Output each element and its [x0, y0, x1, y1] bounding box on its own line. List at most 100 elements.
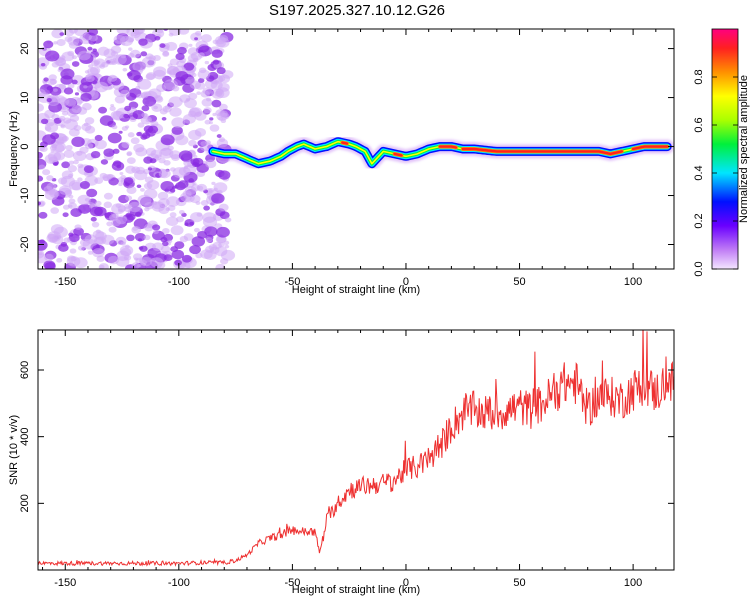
noise-blob: [195, 201, 201, 205]
noise-blob: [158, 157, 166, 164]
noise-blob: [115, 215, 128, 225]
noise-blob: [77, 177, 83, 182]
noise-blob: [58, 243, 69, 252]
noise-blob: [38, 151, 43, 159]
noise-blob: [224, 244, 230, 249]
noise-blob: [130, 137, 140, 145]
noise-blob: [121, 126, 129, 131]
noise-blob: [136, 131, 142, 137]
noise-blob: [71, 55, 78, 60]
noise-blob: [126, 72, 133, 77]
noise-blob: [108, 177, 119, 186]
colorbar-tick-label: 0.4: [693, 165, 705, 180]
noise-blob: [140, 188, 145, 192]
noise-blob: [211, 181, 216, 186]
noise-blob: [218, 242, 225, 248]
noise-blob: [183, 113, 196, 124]
noise-blob: [216, 226, 230, 238]
noise-blob: [116, 29, 130, 35]
colorbar: 0.0 0.2 0.4 0.6 0.8 Normalized spectral ampl…: [693, 28, 750, 277]
noise-blob: [197, 78, 205, 83]
noise-blob: [150, 120, 159, 128]
noise-blob: [121, 42, 126, 46]
spectrogram-ytick-label: -20: [19, 237, 31, 253]
noise-blob: [125, 195, 133, 201]
noise-blob: [160, 134, 175, 146]
noise-blob: [215, 263, 226, 269]
noise-blob: [197, 231, 207, 239]
noise-blob: [137, 78, 152, 90]
noise-blob: [200, 90, 210, 98]
noise-blob: [126, 186, 137, 194]
noise-blob: [145, 147, 157, 156]
noise-blob: [181, 254, 192, 263]
noise-blob: [125, 165, 136, 174]
noise-blob: [84, 70, 90, 74]
snr-xtick-label: -100: [168, 577, 190, 589]
noise-blob: [126, 234, 135, 242]
snr-xtick-label: 50: [513, 577, 525, 589]
noise-blob: [57, 68, 63, 73]
noise-blob: [94, 177, 104, 185]
noise-blob: [88, 64, 94, 69]
noise-blob: [220, 249, 236, 261]
noise-blob: [89, 206, 103, 217]
noise-blob: [137, 194, 152, 206]
noise-blob: [66, 256, 81, 267]
spectrogram-xtick-label: -50: [284, 276, 300, 288]
noise-blob: [119, 89, 131, 98]
noise-blob: [124, 105, 132, 112]
noise-blob: [44, 189, 59, 201]
noise-blob: [51, 29, 64, 39]
noise-blob: [179, 235, 189, 243]
noise-blob: [63, 237, 71, 243]
noise-blob: [196, 91, 202, 96]
spectrogram-ytick-label: 0: [19, 143, 31, 149]
noise-blob: [213, 182, 228, 193]
snr-ytick-label: 200: [19, 494, 31, 512]
noise-blob: [168, 32, 174, 37]
noise-blob: [77, 194, 91, 206]
noise-blob: [71, 61, 80, 67]
noise-blob: [208, 187, 215, 193]
noise-blob: [59, 55, 66, 60]
noise-blob: [171, 126, 183, 135]
noise-blob: [74, 224, 82, 230]
noise-blob: [188, 139, 197, 147]
noise-blob: [205, 237, 213, 243]
noise-blob: [168, 96, 183, 108]
noise-blob: [58, 185, 72, 196]
noise-blob: [197, 69, 211, 80]
noise-blob: [224, 217, 232, 223]
noise-blob: [67, 83, 75, 89]
noise-blob: [217, 75, 226, 82]
noise-blob: [126, 157, 136, 165]
spectrogram-xtick-label: 50: [513, 276, 525, 288]
noise-blob: [90, 150, 101, 159]
noise-blob: [121, 141, 130, 149]
noise-blob: [88, 29, 99, 36]
noise-blob: [156, 29, 164, 34]
noise-blob: [169, 212, 177, 218]
spectrogram-ytick-label: 10: [19, 91, 31, 103]
noise-blob: [40, 62, 46, 67]
noise-blob: [104, 56, 117, 65]
noise-blob: [126, 213, 136, 221]
spectrogram-xtick-label: -150: [54, 276, 76, 288]
noise-blob: [100, 159, 109, 165]
noise-blob: [200, 199, 209, 206]
noise-blob: [110, 103, 115, 107]
noise-blob: [56, 38, 66, 47]
ridge-red: [461, 147, 623, 156]
noise-blob: [44, 253, 54, 262]
snr-xlabel: Height of straight line (km): [292, 584, 420, 596]
spectrogram-ylabel: Frequency (Hz): [8, 111, 20, 187]
spectrogram-xlabel: Height of straight line (km): [292, 284, 420, 296]
snr-xtick-label: -50: [284, 577, 300, 589]
noise-blob: [190, 32, 202, 42]
noise-blob: [140, 51, 148, 57]
noise-blob: [216, 138, 229, 148]
noise-blob: [152, 242, 164, 252]
noise-blob: [57, 136, 64, 141]
noise-blob: [84, 142, 94, 150]
